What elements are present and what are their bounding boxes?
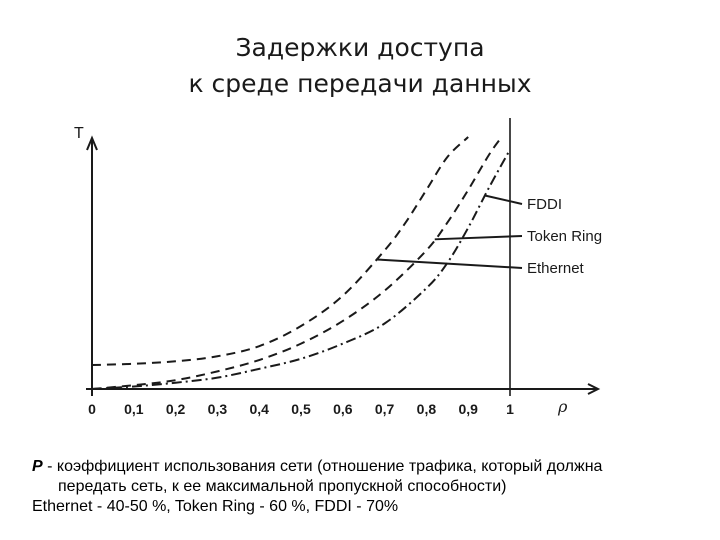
y-axis-arrow xyxy=(86,135,98,151)
legend-label-fddi: FDDI xyxy=(527,196,562,213)
x-tick-label: 1 xyxy=(506,401,514,417)
x-tick-label: 0,2 xyxy=(166,401,186,417)
y-axis-label: T xyxy=(74,125,84,142)
caption-line-1-text: - коэффициент использования сети (отноше… xyxy=(42,458,603,475)
x-tick-label: 0,3 xyxy=(208,401,228,417)
legend-label-ethernet: Ethernet xyxy=(527,260,585,277)
slide-title: Задержки доступа к среде передачи данных xyxy=(0,30,720,102)
caption: P - коэффициент использования сети (отно… xyxy=(32,457,712,517)
legend-leader-ethernet xyxy=(376,258,523,269)
title-line-2: к среде передачи данных xyxy=(188,69,532,98)
caption-line-3: Ethernet - 40-50 %, Token Ring - 60 %, F… xyxy=(32,498,399,515)
x-tick-label: 0,9 xyxy=(458,401,478,417)
series-line-token-ring xyxy=(91,136,503,390)
x-axis-label: ρ xyxy=(557,397,568,416)
x-tick-label: 0,6 xyxy=(333,401,353,417)
x-axis-arrow xyxy=(587,383,601,395)
x-tick-label: 0,4 xyxy=(249,401,269,417)
x-tick-label: 0 xyxy=(88,401,96,417)
rho-symbol: P xyxy=(32,458,43,475)
x-tick-label: 0,1 xyxy=(124,401,144,417)
x-tick-label: 0,8 xyxy=(417,401,437,417)
x-tick-label: 0,7 xyxy=(375,401,395,417)
legend-label-token-ring: Token Ring xyxy=(527,228,602,245)
legend-leader-fddi xyxy=(484,194,523,205)
title-line-1: Задержки доступа xyxy=(235,33,485,62)
caption-line-2: передать сеть, к ее максимальной пропуск… xyxy=(58,478,507,495)
chart-axes: Tρ xyxy=(74,118,601,416)
series-lines xyxy=(91,136,511,390)
x-tick-label: 0,5 xyxy=(291,401,311,417)
x-tick-labels: 0 0,1 0,2 0,3 0,4 0,5 0,6 0,7 0,8 0,9 1 xyxy=(88,401,514,417)
caption-line-1: P - коэффициент использования сети (отно… xyxy=(32,457,712,477)
series-line-fddi xyxy=(91,149,511,390)
series-line-ethernet xyxy=(91,136,469,367)
chart-legend: FDDI Token Ring Ethernet xyxy=(376,194,602,277)
legend-leader-token-ring xyxy=(434,235,523,241)
